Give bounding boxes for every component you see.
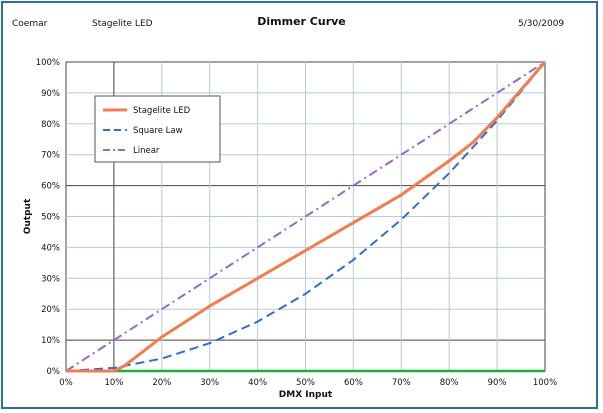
y-tick-label: 60% xyxy=(41,182,60,192)
x-tick-label: 100% xyxy=(533,378,557,388)
date-label: 5/30/2009 xyxy=(518,19,565,29)
x-tick-label: 70% xyxy=(392,378,411,388)
tick-labels: 0% 10% 20% 30% 40% 50% 60% 70% 80% 90% 100% 0% 10% 20… xyxy=(36,58,557,388)
y-tick-label: 90% xyxy=(41,89,60,99)
x-tick-label: 50% xyxy=(296,378,315,388)
legend-label: Square Law xyxy=(133,126,183,136)
product-label: Stagelite LED xyxy=(92,19,153,29)
series-line-stagelite-led xyxy=(66,61,547,373)
y-axis-label: Output xyxy=(23,198,33,234)
y-tick-label: 70% xyxy=(41,151,60,161)
y-tick-label: 10% xyxy=(41,336,60,346)
x-tick-label: 30% xyxy=(200,378,219,388)
y-tick-label: 30% xyxy=(41,274,60,284)
x-tick-label: 0% xyxy=(59,378,73,388)
y-tick-label: 40% xyxy=(41,243,60,253)
x-tick-label: 90% xyxy=(488,378,507,388)
x-tick-label: 10% xyxy=(104,378,123,388)
legend-label: Stagelite LED xyxy=(133,106,191,116)
y-tick-label: 80% xyxy=(41,120,60,130)
series-line-linear xyxy=(65,61,546,372)
legend-label: Linear xyxy=(133,146,160,156)
y-tick-label: 0% xyxy=(47,367,61,377)
x-tick-label: 40% xyxy=(248,378,267,388)
chart-title: Dimmer Curve xyxy=(257,15,346,28)
x-tick-label: 60% xyxy=(344,378,363,388)
series-line-square-law xyxy=(65,61,546,372)
series-lines xyxy=(65,61,547,373)
y-tick-label: 20% xyxy=(41,305,60,315)
x-tick-label: 20% xyxy=(152,378,171,388)
x-axis-label: DMX Input xyxy=(279,390,333,400)
y-tick-label: 50% xyxy=(41,213,60,223)
brand-label: Coemar xyxy=(12,19,48,29)
x-tick-label: 80% xyxy=(440,378,459,388)
legend: Stagelite LED Square Law Linear xyxy=(94,95,221,163)
y-tick-label: 100% xyxy=(36,58,60,68)
